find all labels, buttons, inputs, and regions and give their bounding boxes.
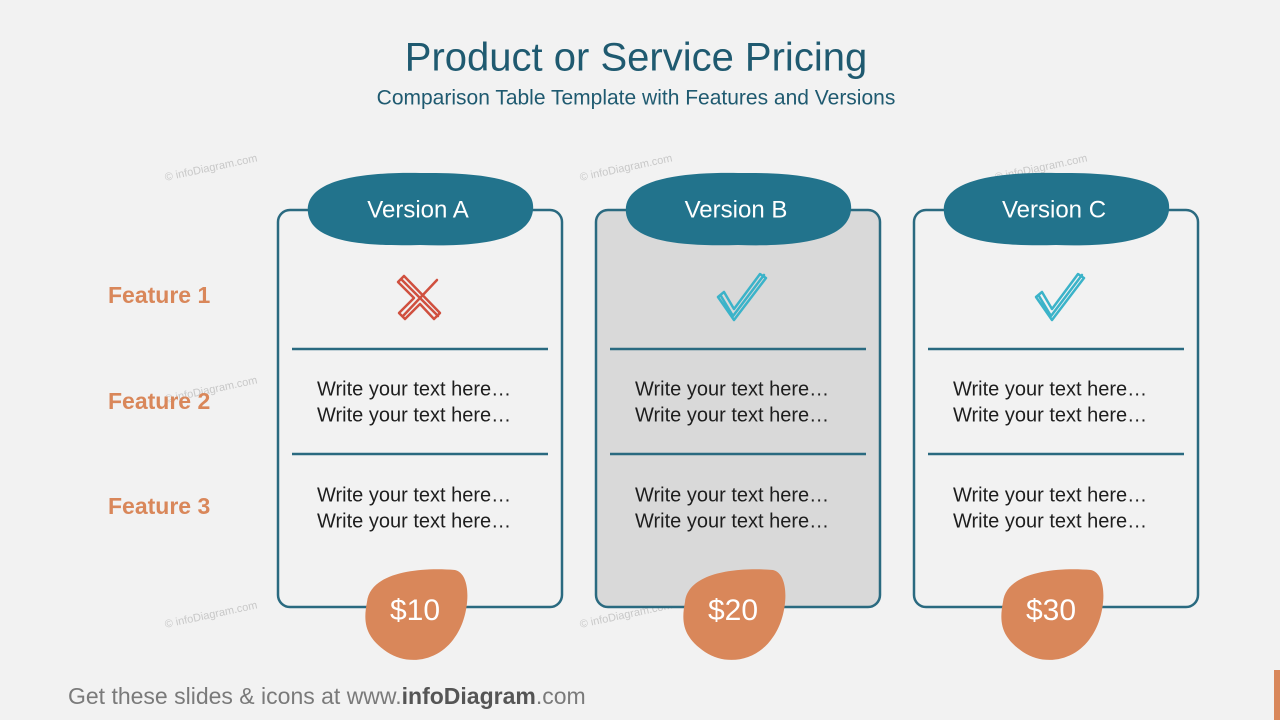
accent-bar (1274, 670, 1280, 720)
cell-text: Write your text here… (317, 510, 511, 532)
cards: Version A Write your text here… Write your… (276, 172, 1200, 660)
version-card: Version A Write your text here… Write your… (276, 172, 564, 660)
cell-text: Write your text here… (635, 404, 829, 426)
footer: Get these slides & icons at www.infoDiag… (68, 683, 586, 709)
price-badge (365, 569, 468, 660)
price-badge (683, 569, 786, 660)
cell-text: Write your text here… (317, 378, 511, 400)
check (1034, 272, 1086, 322)
version-header (943, 172, 1170, 246)
check-icon (716, 272, 768, 322)
cell-text: Write your text here… (317, 404, 511, 426)
price: $10 (390, 594, 440, 627)
cross-icon (396, 274, 442, 321)
version-header (307, 172, 534, 246)
cell-text: Write your text here… (635, 510, 829, 532)
cell-text: Write your text here… (317, 484, 511, 506)
footer-text: Get these slides & icons at www. (68, 683, 402, 709)
version-name: Version A (367, 196, 468, 223)
cell-text: Write your text here… (635, 484, 829, 506)
version-card: Version B Write your text here… Write your… (594, 172, 882, 660)
feature-label: Feature 3 (108, 493, 210, 519)
cell-text: Write your text here… (953, 484, 1147, 506)
subtitle: Comparison Table Template with Features … (377, 87, 896, 110)
feature-labels: Feature 1 Feature 2 Feature 3 (108, 282, 210, 519)
version-card: Version C Write your text here… Write your… (912, 172, 1200, 660)
version-name: Version C (1002, 196, 1106, 223)
cell-text: Write your text here… (953, 378, 1147, 400)
feature-1-icons (396, 272, 1086, 322)
footer-brand: infoDiagram (402, 683, 536, 709)
price-badge (1001, 569, 1104, 660)
cell-text: Write your text here… (635, 378, 829, 400)
feature-label: Feature 1 (108, 282, 210, 308)
feature-label: Feature 2 (108, 388, 210, 414)
check-icon (1034, 272, 1086, 322)
version-name: Version B (685, 196, 788, 223)
price: $30 (1026, 594, 1076, 627)
cell-text: Write your text here… (953, 404, 1147, 426)
footer-text: .com (536, 683, 586, 709)
cross (396, 274, 442, 321)
cell-text: Write your text here… (953, 510, 1147, 532)
title: Product or Service Pricing (405, 36, 867, 80)
version-header (625, 172, 852, 246)
price: $20 (708, 594, 758, 627)
check (716, 272, 768, 322)
